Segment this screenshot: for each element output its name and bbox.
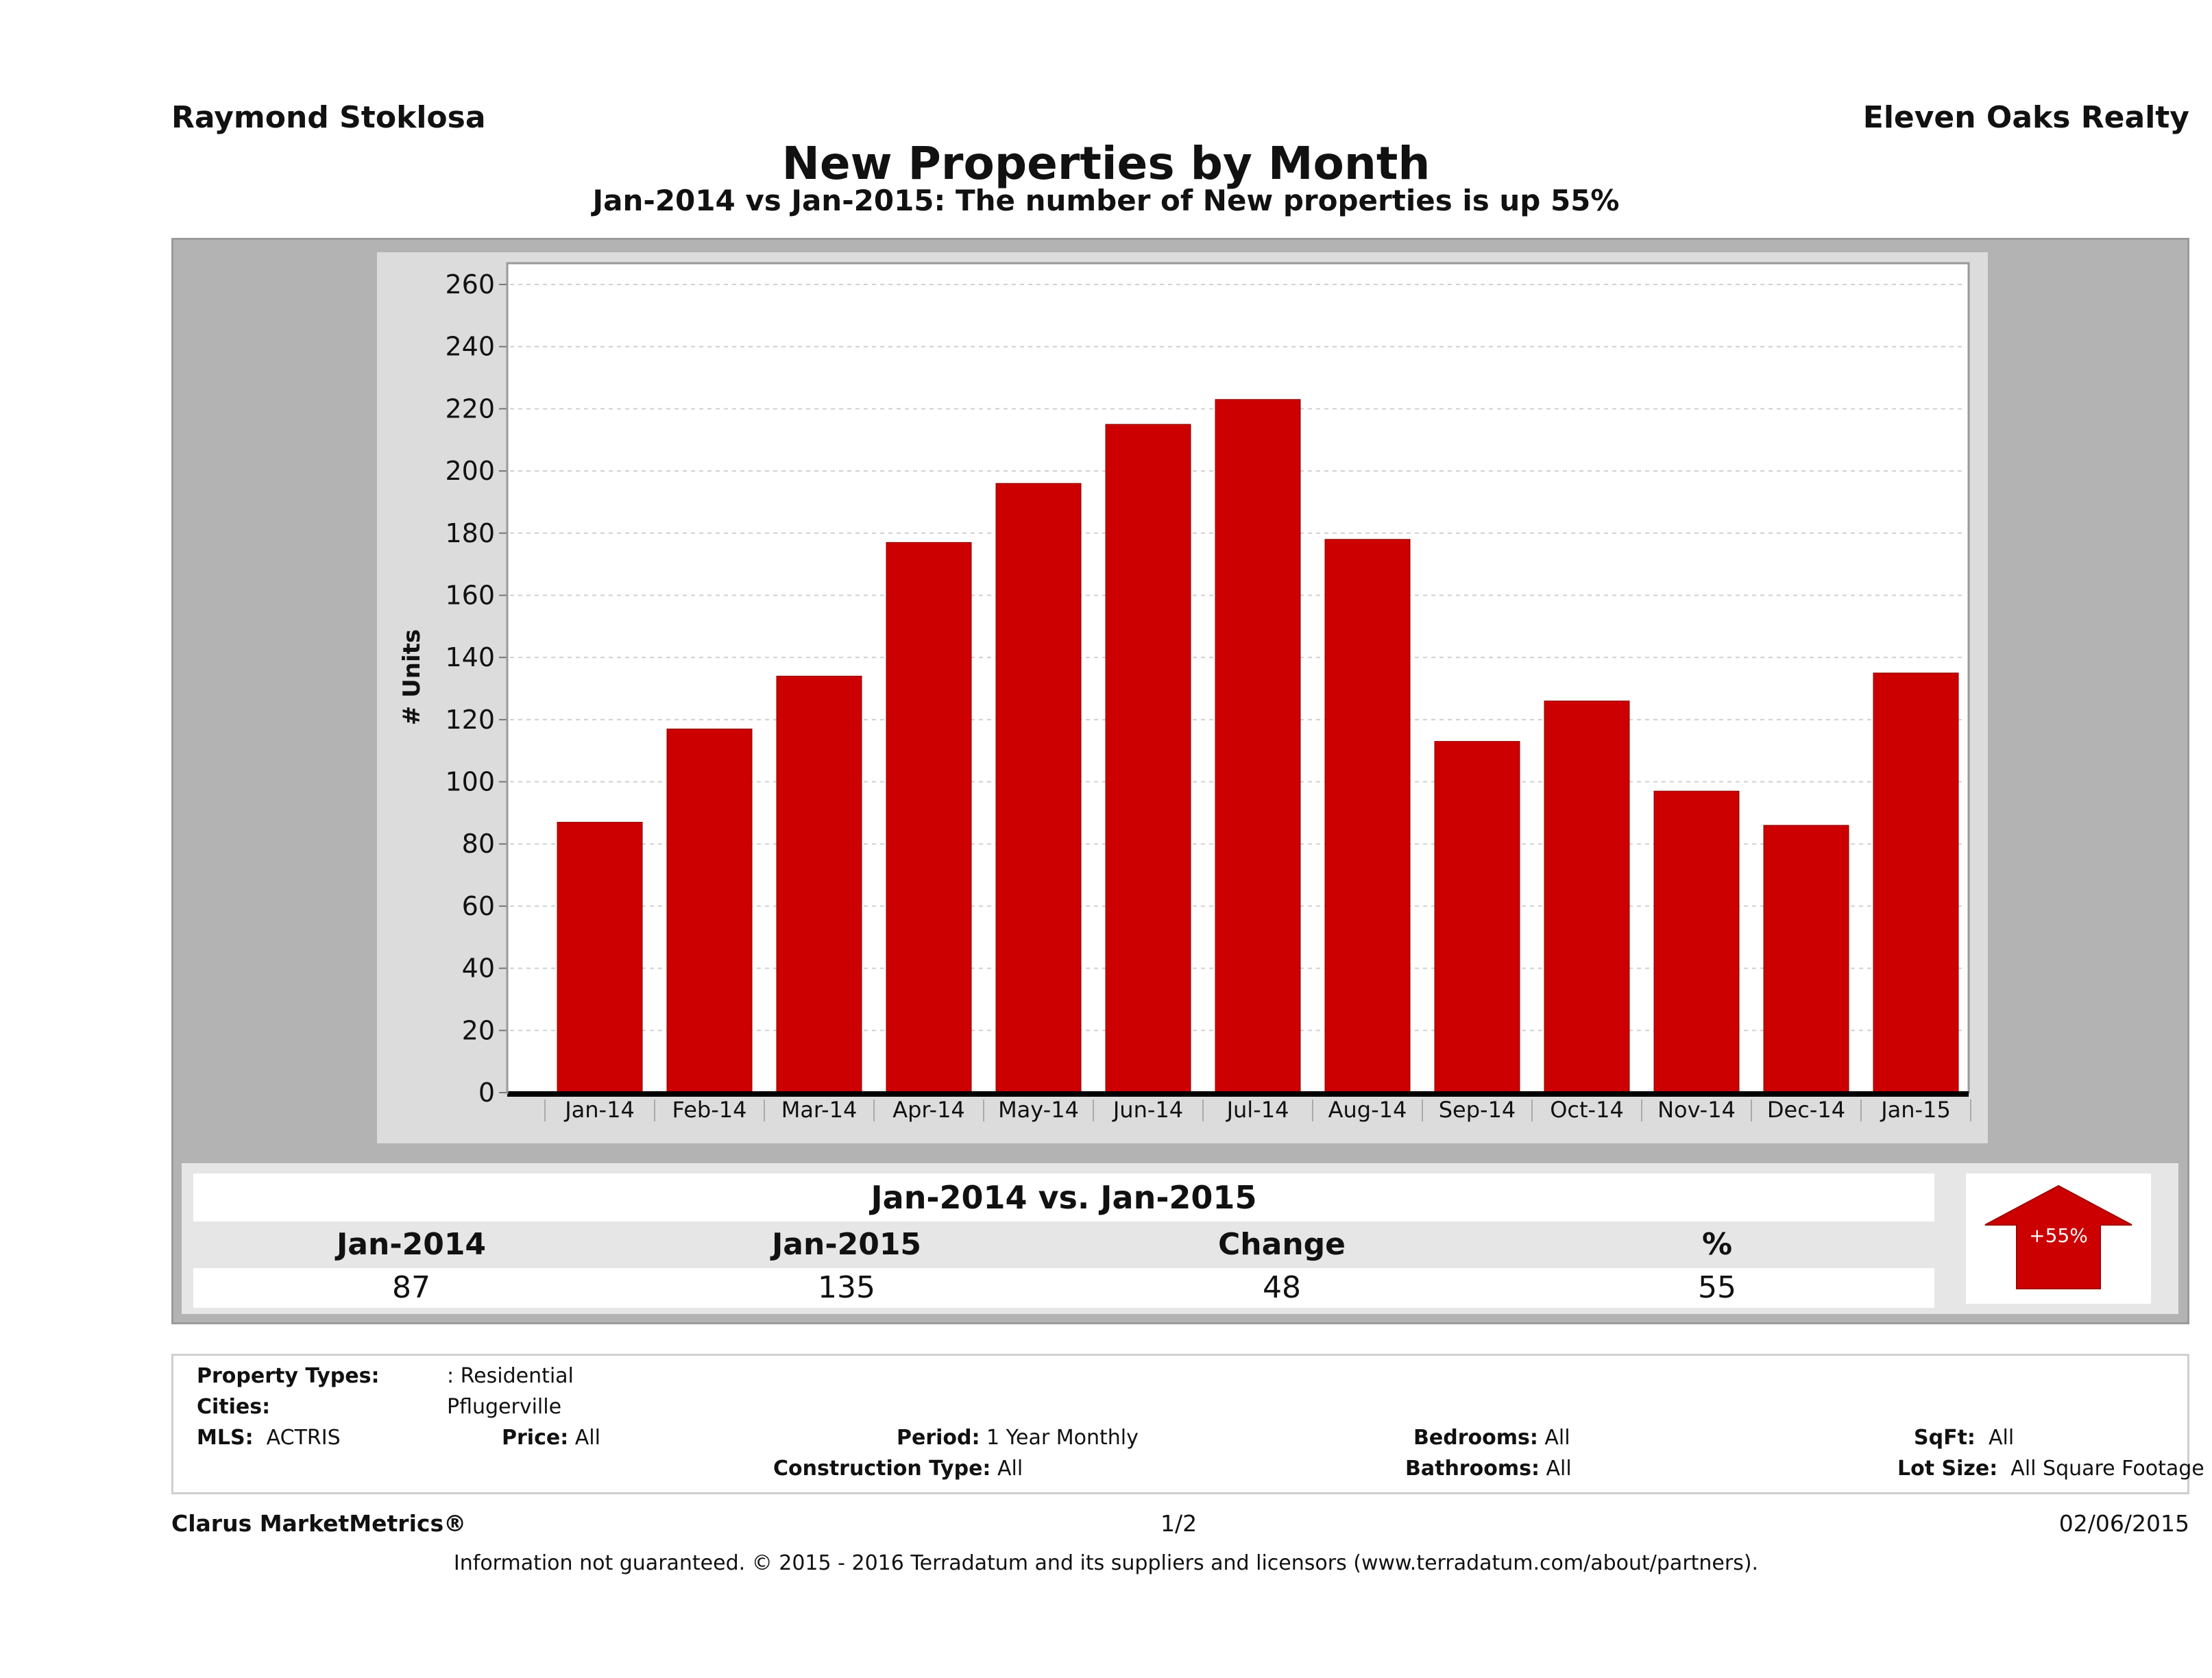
page-indicator: 1/2 <box>1160 1510 1198 1537</box>
bar-may-14 <box>995 483 1082 1093</box>
x-tick-label: Jan-15 <box>1880 1097 1951 1123</box>
bar-jan-14 <box>557 821 643 1093</box>
x-tick-label: Nov-14 <box>1657 1097 1736 1123</box>
y-axis-ticks: 0 20 40 60 80 100 120 140 160 180 200 220 240 260 <box>445 269 507 1108</box>
criteria-lot-size: Lot Size: All Square Footage <box>1897 1457 2204 1481</box>
bars <box>557 399 1959 1093</box>
criteria-mls: MLS: ACTRIS <box>197 1426 341 1450</box>
x-tick-label: Feb-14 <box>672 1097 747 1123</box>
summary-value-change: 48 <box>1263 1270 1301 1305</box>
x-tick-label: Aug-14 <box>1328 1097 1407 1123</box>
criteria-bathrooms: Bathrooms: All <box>1405 1457 1572 1481</box>
report-date: 02/06/2015 <box>2058 1510 2189 1537</box>
y-tick-label: 160 <box>445 580 495 610</box>
criteria-period: Period: 1 Year Monthly <box>897 1426 1139 1450</box>
x-tick-label: Apr-14 <box>892 1097 965 1123</box>
bar-dec-14 <box>1763 825 1849 1093</box>
criteria-cities-value: Pflugerville <box>447 1395 562 1419</box>
criteria-property-types-label: Property Types: <box>197 1364 380 1388</box>
bar-oct-14 <box>1544 701 1630 1093</box>
report-subtitle: Jan-2014 vs Jan-2015: The number of New … <box>592 184 1620 217</box>
y-tick-label: 20 <box>462 1015 495 1045</box>
y-tick-label: 100 <box>445 767 495 797</box>
summary-title: Jan-2014 vs. Jan-2015 <box>193 1174 1934 1221</box>
bar-nov-14 <box>1653 790 1740 1093</box>
summary-value-jan-2014: 87 <box>392 1270 430 1305</box>
disclaimer: Information not guaranteed. © 2015 - 201… <box>453 1551 1759 1575</box>
x-tick-label: May-14 <box>998 1097 1079 1123</box>
summary-header-jan-2015: Jan-2015 <box>771 1227 922 1262</box>
change-indicator: +55% <box>1966 1174 2151 1304</box>
summary-header-jan-2014: Jan-2014 <box>336 1227 487 1262</box>
bar-jun-14 <box>1105 424 1191 1093</box>
x-tick-label: Jun-14 <box>1112 1097 1183 1123</box>
criteria-panel <box>171 1354 2189 1494</box>
bar-mar-14 <box>776 675 862 1093</box>
x-tick-label: Jan-14 <box>563 1097 635 1123</box>
y-tick-label: 200 <box>445 456 495 486</box>
x-axis-ticks: Jan-14 Feb-14 Mar-14 Apr-14 May-14 Jun-14 Jul-… <box>544 1097 1971 1123</box>
x-tick-label: Oct-14 <box>1550 1097 1624 1123</box>
y-tick-label: 180 <box>445 518 495 548</box>
bar-aug-14 <box>1324 539 1411 1093</box>
y-tick-label: 0 <box>478 1078 495 1108</box>
summary-value-jan-2015: 135 <box>818 1270 875 1305</box>
y-tick-label: 40 <box>462 953 495 984</box>
y-axis-label: # Units <box>398 629 426 725</box>
y-tick-label: 260 <box>445 269 495 300</box>
bar-jan-15 <box>1873 672 1959 1093</box>
y-tick-label: 240 <box>445 332 495 362</box>
bar-chart: 0 20 40 60 80 100 120 140 160 180 200 220 240 260 Jan… <box>377 252 1988 1143</box>
y-tick-label: 60 <box>462 891 495 921</box>
arrow-label: +55% <box>2029 1224 2088 1247</box>
summary-value-percent: 55 <box>1698 1270 1736 1305</box>
bar-jul-14 <box>1215 399 1301 1093</box>
bar-sep-14 <box>1434 741 1520 1093</box>
y-tick-label: 220 <box>445 393 495 424</box>
summary-header-percent: % <box>1701 1227 1733 1262</box>
summary-values-row <box>193 1268 1934 1308</box>
company-name: Eleven Oaks Realty <box>1862 100 2189 135</box>
criteria-construction-type: Construction Type: All <box>773 1457 1023 1481</box>
criteria-sqft: SqFt: All <box>1914 1426 2015 1450</box>
x-tick-label: Jul-14 <box>1226 1097 1289 1123</box>
agent-name: Raymond Stoklosa <box>171 100 486 135</box>
y-tick-label: 140 <box>445 642 495 672</box>
y-tick-label: 120 <box>445 705 495 735</box>
up-arrow-icon: +55% <box>1984 1184 2132 1289</box>
criteria-bedrooms: Bedrooms: All <box>1413 1426 1570 1450</box>
criteria-cities-label: Cities: <box>197 1395 271 1419</box>
criteria-property-types-value: : Residential <box>447 1364 574 1388</box>
report-title: New Properties by Month <box>781 137 1431 190</box>
x-tick-label: Sep-14 <box>1439 1097 1516 1123</box>
summary-header-change: Change <box>1218 1227 1346 1262</box>
criteria-price: Price: All <box>502 1426 600 1450</box>
footer-brand: Clarus MarketMetrics® <box>171 1510 467 1537</box>
bar-feb-14 <box>666 728 753 1093</box>
bar-apr-14 <box>886 542 972 1093</box>
y-tick-label: 80 <box>462 829 495 859</box>
x-tick-label: Dec-14 <box>1767 1097 1845 1123</box>
x-tick-label: Mar-14 <box>781 1097 858 1123</box>
